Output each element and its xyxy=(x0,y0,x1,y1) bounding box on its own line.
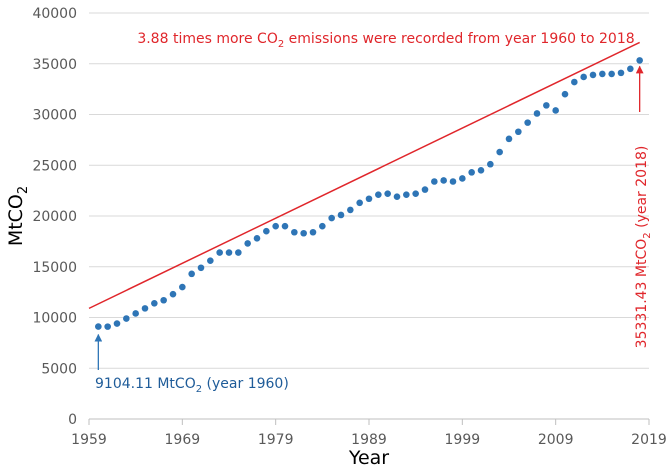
start-annotation-part1: 9104.11 MtCO xyxy=(95,376,196,392)
y-tick-label-0: 0 xyxy=(68,412,77,428)
data-point-1975 xyxy=(235,249,242,256)
data-point-1961 xyxy=(104,323,111,330)
data-point-1988 xyxy=(356,199,363,207)
x-tick-label-1979: 1979 xyxy=(258,432,294,448)
top-annotation-part1: 3.88 times more CO xyxy=(137,31,278,47)
data-point-2016 xyxy=(617,69,625,77)
y-tick-label-25000: 25000 xyxy=(32,158,77,174)
y-tick-label-35000: 35000 xyxy=(32,57,77,73)
data-point-1968 xyxy=(169,290,177,298)
data-point-1965 xyxy=(141,305,149,312)
data-point-2010 xyxy=(561,90,569,98)
data-point-1983 xyxy=(309,228,317,236)
y-tick-label-30000: 30000 xyxy=(32,108,77,124)
data-point-1982 xyxy=(300,229,307,237)
data-point-1978 xyxy=(263,227,270,235)
data-point-1963 xyxy=(123,315,130,322)
data-point-2012 xyxy=(580,73,587,81)
data-point-1980 xyxy=(281,222,289,230)
data-point-1960 xyxy=(95,323,102,330)
tick-labels: 0 5000 10000 15000 20000 25000 30000 35000 40000… xyxy=(32,6,666,448)
trendline xyxy=(88,41,640,310)
data-point-1976 xyxy=(244,240,251,247)
data-point-2013 xyxy=(589,71,597,79)
data-point-1967 xyxy=(160,296,167,304)
data-point-1974 xyxy=(225,249,233,256)
x-tick-label-1959: 1959 xyxy=(71,432,107,448)
data-point-1986 xyxy=(337,211,345,219)
y-tick-label-40000: 40000 xyxy=(32,6,77,22)
data-point-1969 xyxy=(179,283,186,291)
gridlines xyxy=(89,12,649,369)
data-point-1984 xyxy=(319,222,326,230)
axes xyxy=(88,418,650,425)
top-annotation-subscript: 2 xyxy=(278,39,284,50)
y-tick-label-15000: 15000 xyxy=(32,260,77,276)
start-annotation-part2: (year 1960) xyxy=(202,376,289,392)
data-point-1966 xyxy=(151,299,158,307)
data-point-1996 xyxy=(431,178,438,185)
data-point-1971 xyxy=(197,264,205,272)
y-tick-label-5000: 5000 xyxy=(41,361,77,377)
data-point-2002 xyxy=(487,160,494,168)
data-point-2008 xyxy=(543,102,550,109)
y-axis-title-base: MtCO xyxy=(5,194,27,246)
data-point-2015 xyxy=(608,70,615,78)
end-annotation-subscript: 2 xyxy=(642,232,653,238)
data-point-1962 xyxy=(113,320,121,327)
data-point-1987 xyxy=(347,206,354,214)
data-point-2000 xyxy=(468,169,475,176)
data-point-1991 xyxy=(384,190,391,197)
x-axis-title: Year xyxy=(348,447,389,469)
annotations: 3.88 times more CO2 emissions were recor… xyxy=(94,31,653,395)
start-annotation: 9104.11 MtCO2 (year 1960) xyxy=(95,376,289,395)
end-annotation-part2: (year 2018) xyxy=(634,146,650,233)
data-point-1981 xyxy=(291,228,298,236)
data-point-1979 xyxy=(272,222,279,230)
data-point-2017 xyxy=(627,65,634,73)
data-point-2005 xyxy=(515,128,522,136)
data-point-2003 xyxy=(496,148,503,156)
data-point-1992 xyxy=(393,193,401,201)
data-point-1964 xyxy=(132,310,139,317)
trendline-group xyxy=(88,41,640,310)
x-tick-label-2009: 2009 xyxy=(538,432,574,448)
data-point-1973 xyxy=(216,249,223,256)
data-point-2004 xyxy=(505,135,513,143)
data-points xyxy=(95,57,643,330)
data-point-1997 xyxy=(440,177,447,184)
data-point-1977 xyxy=(253,235,261,242)
data-point-1999 xyxy=(459,175,466,182)
x-tick-label-1969: 1969 xyxy=(165,432,201,448)
x-tick-label-2019: 2019 xyxy=(631,432,667,448)
x-tick-label-1989: 1989 xyxy=(351,432,387,448)
y-tick-label-10000: 10000 xyxy=(32,311,77,327)
data-point-1990 xyxy=(375,191,382,198)
y-axis-title-subscript: 2 xyxy=(16,186,31,194)
data-point-1972 xyxy=(207,257,214,264)
data-point-2009 xyxy=(552,107,559,114)
data-point-2018 xyxy=(636,57,643,64)
end-annotation: 35331.43 MtCO2 (year 2018) xyxy=(634,146,653,349)
data-point-1998 xyxy=(449,178,457,185)
top-annotation: 3.88 times more CO2 emissions were recor… xyxy=(137,31,634,50)
data-point-2007 xyxy=(533,110,541,117)
end-annotation-part1: 35331.43 MtCO xyxy=(634,239,650,349)
y-axis-title: MtCO2 xyxy=(5,186,31,246)
start-annotation-subscript: 2 xyxy=(196,384,202,395)
data-point-2011 xyxy=(571,78,578,86)
y-tick-label-20000: 20000 xyxy=(32,209,77,225)
x-tick-label-1999: 1999 xyxy=(445,432,481,448)
data-point-1995 xyxy=(421,186,429,193)
data-point-1989 xyxy=(365,195,373,203)
top-annotation-part2: emissions were recorded from year 1960 t… xyxy=(284,31,634,47)
data-point-1993 xyxy=(403,191,410,198)
data-point-1985 xyxy=(328,214,335,222)
data-point-2001 xyxy=(477,167,485,174)
data-point-1970 xyxy=(188,270,195,278)
data-point-2014 xyxy=(599,70,606,78)
data-point-2006 xyxy=(524,119,531,126)
data-point-1994 xyxy=(412,190,419,197)
